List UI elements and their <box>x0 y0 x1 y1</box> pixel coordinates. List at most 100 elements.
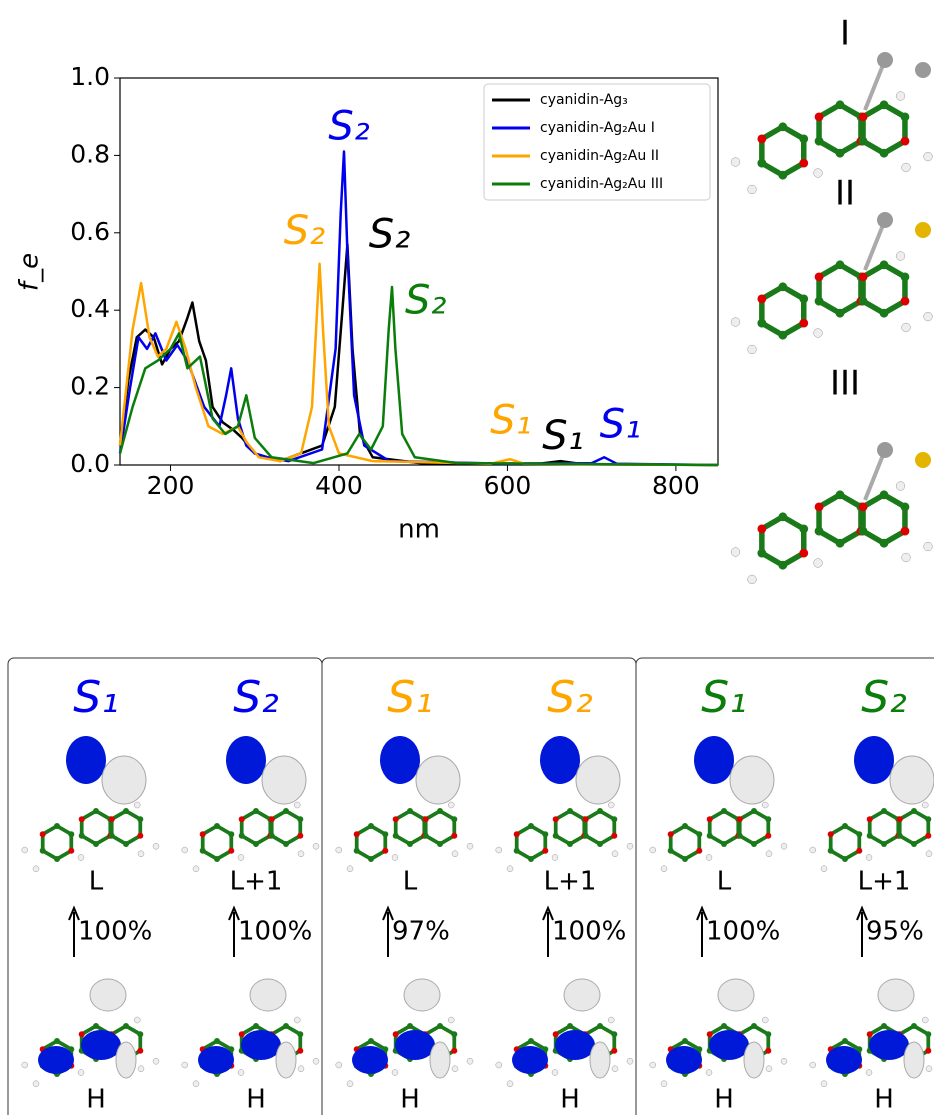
atom <box>757 548 767 558</box>
atom <box>78 816 85 823</box>
h-atom <box>21 1061 28 1069</box>
atom <box>757 294 767 304</box>
atom <box>54 1038 60 1044</box>
atom <box>552 1031 559 1038</box>
atom <box>757 134 767 144</box>
atom <box>835 260 845 270</box>
orbital-homo <box>495 978 634 1087</box>
h-atom <box>297 850 305 857</box>
ring <box>668 823 702 862</box>
atom <box>611 1047 618 1054</box>
isomer-label: I <box>840 14 850 54</box>
legend: cyanidin-Ag₃ cyanidin-Ag₂Au I cyanidin-Ag₂… <box>483 83 711 201</box>
lobe <box>540 736 580 784</box>
orbital-lumo <box>335 736 474 872</box>
h-atom <box>611 850 619 857</box>
atom <box>407 808 413 814</box>
ring <box>200 823 234 862</box>
atom <box>778 122 788 132</box>
ring <box>109 808 143 847</box>
atom <box>751 808 757 814</box>
atom <box>283 808 289 814</box>
lobe <box>854 736 894 784</box>
lobe <box>198 1046 234 1074</box>
h-atom <box>923 541 933 552</box>
atom <box>881 808 887 814</box>
arrow-head <box>228 905 240 921</box>
atom <box>283 841 289 847</box>
atom <box>368 823 374 829</box>
arrow-head <box>68 905 80 921</box>
atom <box>283 1023 289 1029</box>
atom <box>199 831 206 838</box>
y-axis-label: f_e <box>15 253 45 291</box>
atom <box>706 816 713 823</box>
lobe <box>589 1041 611 1079</box>
atom <box>866 1031 873 1038</box>
lobe <box>694 736 734 784</box>
ring <box>239 808 273 847</box>
atom <box>879 148 889 158</box>
atom <box>925 832 932 839</box>
lobe <box>226 736 266 784</box>
orbital-label: H <box>400 1085 420 1115</box>
lobe <box>89 978 127 1012</box>
atom <box>757 158 767 168</box>
molecule <box>730 442 933 585</box>
lobe <box>429 1041 451 1079</box>
atom <box>597 841 603 847</box>
h-atom <box>495 1061 502 1069</box>
atom <box>39 831 46 838</box>
atom <box>582 816 589 823</box>
atom <box>123 1023 129 1029</box>
atom <box>721 808 727 814</box>
orbital-homo <box>809 978 933 1087</box>
h-atom <box>335 1061 342 1069</box>
legend-box <box>483 83 711 201</box>
h-atom <box>32 1080 40 1087</box>
atom <box>799 294 809 304</box>
h-atom <box>77 854 85 861</box>
atom <box>911 841 917 847</box>
h-atom <box>192 865 200 872</box>
h-atom <box>820 865 828 872</box>
h-atom <box>192 1080 200 1087</box>
atom <box>765 816 772 823</box>
transition-percent: 95% <box>866 917 924 947</box>
h-atom <box>137 1065 145 1072</box>
atom <box>238 1031 245 1038</box>
atom <box>842 823 848 829</box>
atom <box>925 1031 932 1038</box>
atom <box>682 823 688 829</box>
atom <box>757 524 767 534</box>
lobe <box>261 755 307 805</box>
atom <box>528 823 534 829</box>
atom <box>368 856 374 862</box>
atom <box>835 100 845 110</box>
orbital-label: H <box>246 1085 266 1115</box>
h-atom <box>780 1058 788 1065</box>
lobe <box>249 978 287 1012</box>
molecule <box>730 52 933 195</box>
state-label: S₂ <box>547 672 593 723</box>
h-atom <box>813 558 823 568</box>
h-atom <box>611 1065 619 1072</box>
ring <box>393 808 427 847</box>
atom <box>696 1046 703 1053</box>
atom <box>451 832 458 839</box>
ring <box>860 491 908 547</box>
ring <box>40 823 74 862</box>
lobe <box>729 755 775 805</box>
orbital-lumo <box>181 736 320 872</box>
lobe <box>352 1046 388 1074</box>
atom <box>842 856 848 862</box>
panel-box <box>635 657 934 1115</box>
h-atom <box>506 1080 514 1087</box>
h-atom <box>925 1065 933 1072</box>
atom <box>422 832 429 839</box>
h-atom <box>762 801 769 809</box>
atom <box>382 847 389 854</box>
atom <box>407 1023 413 1029</box>
atom <box>123 841 129 847</box>
